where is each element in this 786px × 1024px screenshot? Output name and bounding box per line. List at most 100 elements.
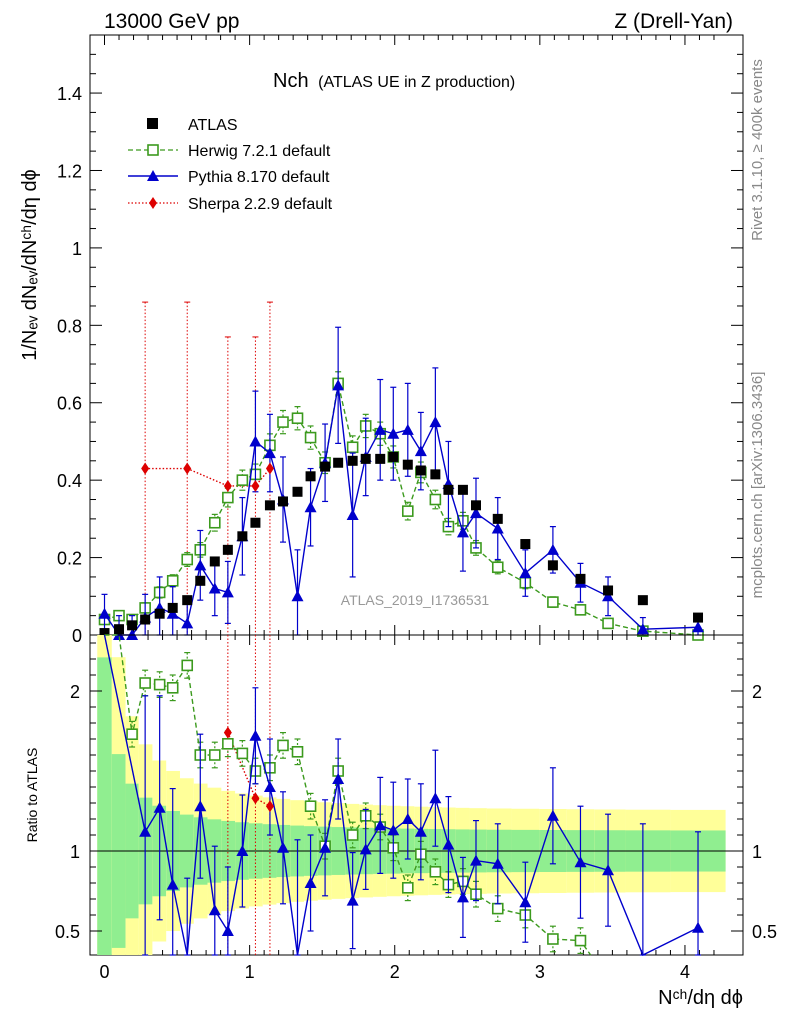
atlas-point [520, 539, 531, 550]
pythia-point [332, 379, 345, 391]
atlas-point [415, 465, 426, 476]
pythia-point [636, 623, 649, 635]
pythia-ratio-point [359, 843, 372, 855]
herwig-point [208, 516, 221, 529]
pythia-point [194, 559, 207, 571]
pythia-point [469, 507, 482, 519]
sherpa-point [223, 479, 232, 492]
atlas-point [292, 486, 303, 497]
legend: ATLAS Herwig 7.2.1 default Pythia 8.170 … [128, 117, 333, 213]
atlas-point [237, 531, 248, 542]
pythia-ratio-point [276, 841, 289, 853]
pythia-point [98, 607, 111, 619]
pythia-point [166, 607, 179, 619]
herwig-point [401, 505, 414, 517]
herwig-point [574, 604, 587, 616]
pythia-ratio-point [139, 825, 152, 837]
ratio-y-tick-label-right: 0.5 [752, 922, 777, 942]
herwig-ratio-point [304, 800, 317, 813]
pythia-ratio-point [414, 825, 427, 837]
pythia-ratio-point [519, 896, 532, 908]
sherpa-ratio-point [251, 792, 260, 805]
atlas-point [457, 484, 468, 495]
header-left: 13000 GeV pp [104, 10, 239, 33]
sherpa-point [251, 479, 260, 492]
atlas-point [209, 556, 220, 567]
herwig-ratio-point [139, 677, 151, 689]
pythia-ratio-point [469, 854, 482, 866]
herwig-ratio-point [491, 902, 504, 915]
pythia-point [491, 522, 504, 534]
atlas-point [375, 453, 386, 464]
atlas-point [277, 496, 288, 507]
legend-atlas-label: ATLAS [188, 117, 238, 134]
side-text-rivet: Rivet 3.1.10, ≥ 400k events [749, 59, 766, 241]
atlas-point [603, 585, 614, 596]
pythia-ratio-point [602, 864, 615, 876]
y-axis-label-bottom: Ratio to ATLAS [24, 748, 40, 843]
herwig-point [547, 596, 559, 608]
herwig-point [181, 553, 194, 566]
x-axis-label: Nᶜʰ/dη dϕ [658, 987, 743, 1009]
pythia-ratio-point [546, 809, 559, 821]
pythia-ratio-point [304, 877, 317, 888]
pythia-point [456, 526, 469, 538]
atlas-point [222, 544, 233, 555]
atlas-point [195, 575, 206, 586]
herwig-point [602, 617, 614, 630]
y-tick-label: 1.2 [57, 161, 82, 181]
pythia-ratio-point [374, 819, 387, 831]
herwig-point [291, 412, 304, 425]
pythia-ratio-point [456, 891, 469, 903]
pythia-ratio-point [166, 878, 179, 890]
atlas-point [127, 620, 138, 631]
atlas-point [167, 602, 178, 613]
pythia-ratio-point [153, 801, 166, 813]
pythia-ratio-point [401, 813, 414, 824]
herwig-ratio-point [401, 881, 414, 894]
pythia-ratio-point [194, 800, 207, 812]
bottom-panel-plot [90, 634, 743, 956]
bottom-panel-frame [89, 634, 744, 956]
herwig-point [222, 491, 234, 504]
legend-atlas-marker [147, 118, 158, 129]
pythia-point [304, 501, 317, 513]
y-tick-label: 1.4 [57, 84, 82, 104]
atlas-point [154, 608, 165, 619]
side-text-mcplots: mcplots.cern.ch [arXiv:1306.3436] [749, 372, 766, 599]
ratio-y-tick-label: 2 [70, 682, 80, 702]
y-tick-label: 0.8 [57, 316, 82, 336]
y-tick-label: 1 [72, 239, 82, 259]
herwig-point [491, 561, 504, 574]
pythia-ratio-point [236, 845, 249, 856]
header-right: Z (Drell-Yan) [614, 10, 733, 33]
legend-herwig-label: Herwig 7.2.1 default [188, 143, 331, 160]
atlas-point [492, 513, 503, 524]
y-axis-label-top: 1/Nₑᵥ dNₑᵥ/dNᶜʰ/dη dϕ [19, 169, 41, 361]
sherpa-line [145, 467, 271, 487]
herwig-point [304, 431, 317, 444]
herwig-point [277, 416, 289, 428]
pythia-point [414, 445, 427, 457]
herwig-ratio-point [153, 678, 166, 691]
herwig-ratio-point [277, 739, 289, 752]
atlas-point [430, 469, 441, 480]
pythia-point [429, 416, 442, 428]
pythia-point [249, 435, 262, 447]
pythia-point [291, 590, 304, 602]
legend-pythia-marker [128, 170, 178, 181]
herwig-ratio-point [236, 747, 249, 760]
y-tick-label: 0.4 [57, 471, 82, 491]
pythia-ratio-point [387, 824, 400, 836]
pythia-point [692, 621, 705, 633]
herwig-ratio-point [166, 681, 179, 694]
atlas-point [250, 517, 261, 528]
ratio-y-tick-label-right: 2 [752, 682, 762, 702]
pythia-ratio-point [692, 921, 705, 933]
pythia-ratio-point [249, 729, 262, 741]
bottom-panel-ticks: 0 1 2 3 4 0.5 0.5 1 1 2 2 [55, 642, 777, 982]
sherpa-point [141, 462, 150, 475]
atlas-point [360, 453, 371, 464]
pythia-point [546, 543, 559, 555]
